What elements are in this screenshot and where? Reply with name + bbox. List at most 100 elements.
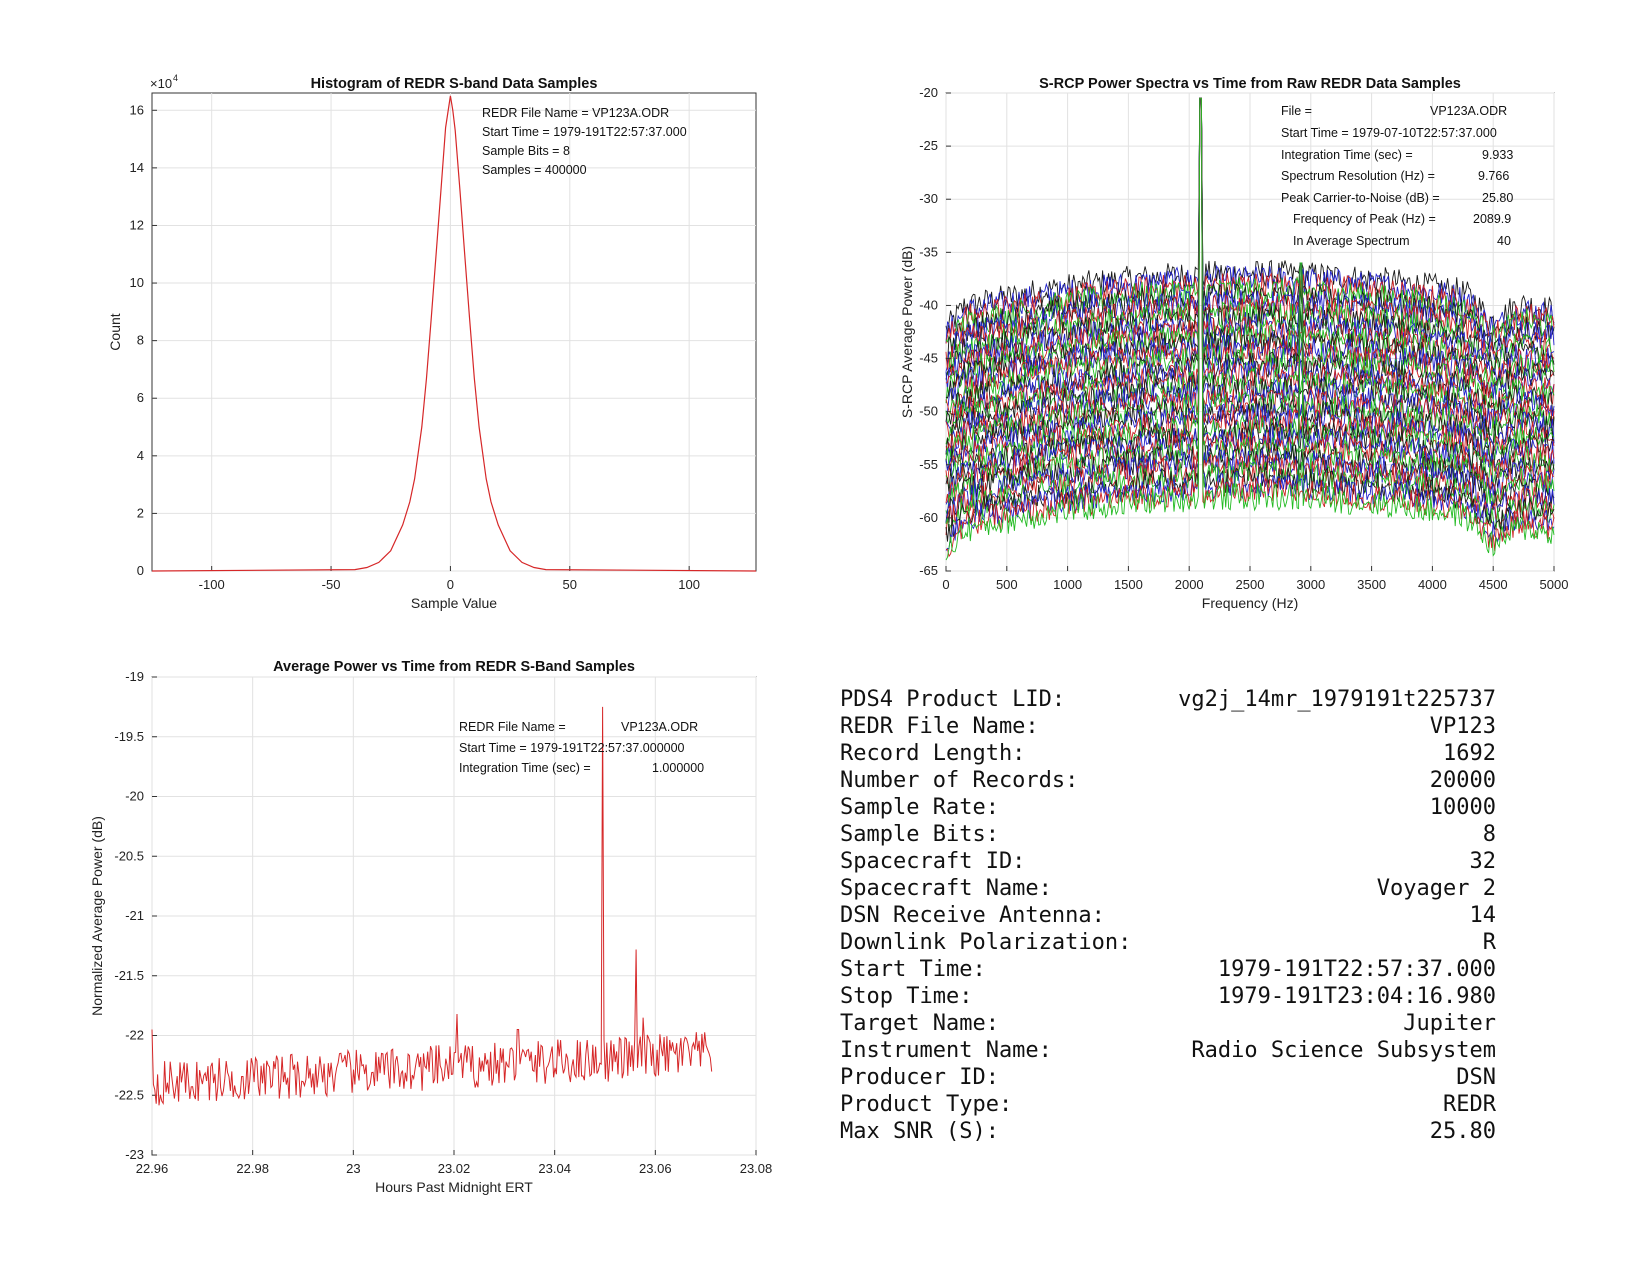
spectra-series-line — [945, 97, 1555, 490]
info-row-value: 1979-191T22:57:37.000 — [1218, 957, 1496, 982]
info-row-label: Sample Rate: — [840, 795, 999, 820]
info-row-value: 20000 — [1430, 768, 1496, 793]
spectra-x-tick-label: 0 — [942, 577, 949, 592]
spectra-x-tick-label: 5000 — [1540, 577, 1569, 592]
spectra-x-tick-label: 2000 — [1175, 577, 1204, 592]
spectra-y-tick-label: -25 — [919, 138, 938, 153]
power-y-tick-label: -21 — [125, 908, 144, 923]
histogram-x-tick-label: 0 — [447, 577, 454, 592]
power-spectra-chart: 0 500 1000 1500 2000 2500 3000 3500 4000 4500 5000… — [899, 76, 1568, 611]
info-row-value: Voyager 2 — [1377, 876, 1496, 901]
power-annotation-value: VP123A.ODR — [621, 720, 698, 734]
histogram-y-tick-label: 4 — [137, 448, 144, 463]
histogram-curve — [151, 95, 757, 572]
spectra-annotation-value: VP123A.ODR — [1430, 104, 1507, 118]
info-row-label: Producer ID: — [840, 1065, 999, 1090]
product-info-table: PDS4 Product LID: vg2j_14mr_1979191t22573… — [840, 687, 1497, 1144]
spectra-annotation-label: File = — [1281, 104, 1312, 118]
info-row-label: Record Length: — [840, 741, 1025, 766]
spectra-x-tick-label: 3500 — [1357, 577, 1386, 592]
power-grid — [151, 676, 757, 1156]
spectra-series-line — [945, 97, 1555, 484]
info-row-value: 14 — [1470, 903, 1497, 928]
spectra-annotation-label: Peak Carrier-to-Noise (dB) = — [1281, 191, 1440, 205]
info-row-label: Number of Records: — [840, 768, 1078, 793]
spectra-x-tick-label: 1000 — [1053, 577, 1082, 592]
power-y-tick-label: -21.5 — [114, 968, 144, 983]
spectra-x-tick-label: 4500 — [1479, 577, 1508, 592]
info-row-label: DSN Receive Antenna: — [840, 903, 1105, 928]
histogram-annotation: Sample Bits = 8 — [482, 144, 570, 158]
info-row-value: 1979-191T23:04:16.980 — [1218, 984, 1496, 1009]
spectra-ylabel: S-RCP Average Power (dB) — [899, 246, 915, 418]
power-xlabel: Hours Past Midnight ERT — [375, 1179, 533, 1195]
power-x-tick-label: 23.08 — [740, 1161, 773, 1176]
power-y-tick-label: -19.5 — [114, 729, 144, 744]
info-row-value: VP123 — [1430, 714, 1496, 739]
power-x-tick-label: 23.02 — [438, 1161, 471, 1176]
spectra-ticks: 0 500 1000 1500 2000 2500 3000 3500 4000 4500 5000… — [919, 85, 1568, 592]
power-y-tick-label: -22.5 — [114, 1087, 144, 1102]
spectra-x-tick-label: 3000 — [1296, 577, 1325, 592]
histogram-y-tick-label: 0 — [137, 563, 144, 578]
spectra-xlabel: Frequency (Hz) — [1202, 595, 1298, 611]
spectra-series-line — [945, 97, 1555, 418]
spectra-y-tick-label: -30 — [919, 191, 938, 206]
info-row-value: 10000 — [1430, 795, 1496, 820]
info-row-label: Sample Bits: — [840, 822, 999, 847]
info-row-label: Start Time: — [840, 957, 986, 982]
power-ticks: 22.96 22.98 23 23.02 23.04 23.06 23.08 -19 -19.5… — [114, 669, 772, 1176]
histogram-grid — [152, 93, 756, 572]
info-row-value: DSN — [1456, 1065, 1496, 1090]
histogram-y-tick-label: 12 — [130, 217, 144, 232]
power-x-tick-label: 23.04 — [538, 1161, 571, 1176]
spectra-y-tick-label: -40 — [919, 297, 938, 312]
spectra-series-line — [945, 97, 1555, 365]
histogram-x-tick-label: -50 — [322, 577, 341, 592]
spectra-annotation-label: Frequency of Peak (Hz) = — [1293, 212, 1436, 226]
spectra-series-line — [945, 97, 1555, 380]
histogram-y-tick-label: 10 — [130, 275, 144, 290]
histogram-exponent-power: 4 — [173, 73, 178, 83]
power-annotations: REDR File Name = VP123A.ODR Start Time =… — [459, 720, 704, 775]
power-x-tick-label: 23 — [346, 1161, 360, 1176]
info-row-value: REDR — [1443, 1092, 1497, 1117]
power-y-tick-label: -23 — [125, 1147, 144, 1162]
info-row-value: 8 — [1483, 822, 1496, 847]
info-row-value: 25.80 — [1430, 1119, 1496, 1144]
spectra-x-tick-label: 2500 — [1236, 577, 1265, 592]
power-x-tick-label: 22.96 — [136, 1161, 169, 1176]
histogram-ylabel: Count — [107, 313, 123, 350]
spectra-series-line — [945, 97, 1555, 536]
histogram-title: Histogram of REDR S-band Data Samples — [311, 76, 598, 92]
spectra-annotation-value: 9.933 — [1482, 148, 1513, 162]
info-row-value: Jupiter — [1403, 1011, 1496, 1036]
spectra-x-tick-label: 4000 — [1418, 577, 1447, 592]
spectra-annotation-label: In Average Spectrum — [1293, 234, 1410, 248]
histogram-y-tick-label: 6 — [137, 390, 144, 405]
histogram-plot-area — [151, 92, 757, 572]
spectra-series-line — [945, 97, 1555, 455]
spectra-series-line — [945, 97, 1555, 344]
info-row-label: Spacecraft Name: — [840, 876, 1052, 901]
spectra-series-line — [945, 97, 1555, 494]
histogram-y-tick-label: 2 — [137, 505, 144, 520]
spectra-annotation-value: 2089.9 — [1473, 212, 1511, 226]
spectra-y-tick-label: -60 — [919, 510, 938, 525]
spectra-annotation-label: Start Time = 1979-07-10T22:57:37.000 — [1281, 126, 1497, 140]
power-series-line — [151, 706, 713, 1106]
average-power-chart: 22.96 22.98 23 23.02 23.04 23.06 23.08 -19 -19.5… — [89, 659, 772, 1195]
power-y-tick-label: -19 — [125, 669, 144, 684]
spectra-annotation-value: 40 — [1497, 234, 1511, 248]
power-x-tick-label: 22.98 — [236, 1161, 269, 1176]
info-row-label: Target Name: — [840, 1011, 999, 1036]
histogram-y-tick-label: 14 — [130, 160, 144, 175]
spectra-y-tick-label: -50 — [919, 404, 938, 419]
histogram-exponent-base: ×10 — [150, 76, 172, 91]
spectra-title: S-RCP Power Spectra vs Time from Raw RED… — [1039, 76, 1461, 92]
histogram-annotation: REDR File Name = VP123A.ODR — [482, 106, 669, 120]
histogram-annotation: Samples = 400000 — [482, 163, 587, 177]
spectra-series-group — [945, 97, 1555, 561]
spectra-series-line — [945, 97, 1555, 376]
